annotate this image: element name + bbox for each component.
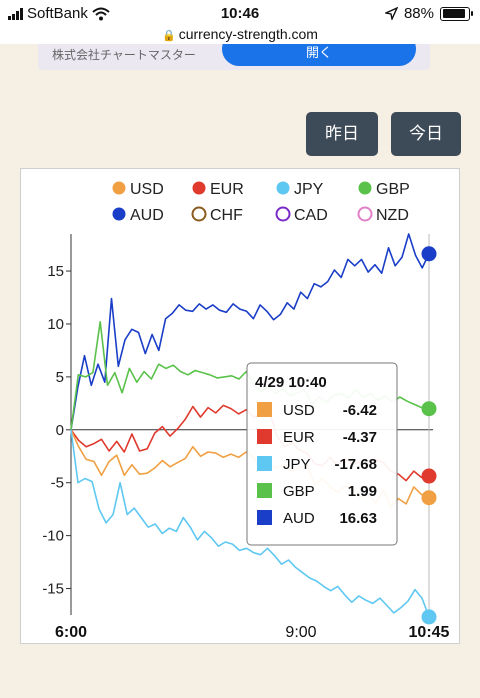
status-bar: SoftBank 10:46 88%: [0, 0, 480, 28]
tooltip-label-jpy: JPY: [283, 456, 311, 473]
legend-marker-aud: [112, 207, 126, 221]
tooltip-value-aud: 16.63: [339, 510, 377, 527]
tooltip-title: 4/29 10:40: [255, 374, 327, 391]
tooltip-label-aud: AUD: [283, 510, 315, 527]
y-tick-label: 5: [56, 369, 64, 386]
legend-label-cad: CAD: [294, 207, 328, 224]
series-line-jpy: [70, 429, 430, 618]
x-tick-label: 6:00: [55, 624, 87, 641]
tooltip-label-usd: USD: [283, 402, 315, 419]
legend-label-nzd: NZD: [376, 207, 409, 224]
location-arrow-icon: [384, 7, 398, 20]
legend-label-jpy: JPY: [294, 181, 324, 198]
legend-label-aud: AUD: [130, 207, 164, 224]
tooltip-value-gbp: 1.99: [348, 483, 377, 500]
legend-marker-jpy: [276, 181, 290, 195]
lock-icon: 🔒: [162, 30, 176, 42]
y-tick-label: 0: [56, 422, 64, 439]
legend-label-chf: CHF: [210, 207, 243, 224]
x-tick-label: 9:00: [285, 624, 316, 641]
legend-marker-chf: [191, 206, 207, 222]
series-endpoint-gbp: [421, 401, 437, 417]
tooltip-value-usd: -6.42: [343, 402, 377, 419]
ad-open-button[interactable]: 開く: [222, 44, 416, 66]
yesterday-button[interactable]: 昨日: [306, 112, 378, 156]
x-tick-label: 10:45: [409, 624, 450, 641]
carrier-group: SoftBank: [8, 5, 110, 22]
tooltip-swatch-aud: [257, 510, 272, 525]
tooltip-value-eur: -4.37: [343, 429, 377, 446]
ad-text: 株式会社チャートマスター: [52, 48, 196, 62]
tooltip-swatch-jpy: [257, 456, 272, 471]
wifi-icon: [92, 7, 110, 20]
battery-icon: [440, 6, 473, 21]
legend-marker-nzd: [357, 206, 373, 222]
legend-label-usd: USD: [130, 181, 164, 198]
legend-label-eur: EUR: [210, 181, 244, 198]
ad-banner[interactable]: 株式会社チャートマスター 開く: [38, 44, 430, 70]
battery-percent: 88%: [403, 5, 434, 22]
currency-strength-chart: USD EUR JPY GBP AUD CHF CAD NZD 15 10 5 0 -5 -10 -15 6:…: [20, 168, 460, 644]
signal-icon: [8, 7, 23, 20]
tooltip-box: [246, 362, 398, 546]
status-right: 88%: [384, 5, 473, 22]
legend-marker-cad: [275, 206, 291, 222]
y-tick-label: -10: [42, 528, 64, 545]
legend-marker-eur: [192, 181, 206, 195]
today-button[interactable]: 今日: [391, 112, 461, 156]
carrier-name: SoftBank: [27, 5, 88, 22]
legend-marker-gbp: [358, 181, 372, 195]
clock: 10:46: [220, 5, 260, 22]
series-endpoint-usd: [421, 490, 437, 506]
series-endpoint-eur: [421, 468, 437, 484]
tooltip-label-eur: EUR: [283, 429, 315, 446]
tooltip-swatch-usd: [257, 402, 272, 417]
series-endpoint-jpy: [421, 609, 437, 625]
y-tick-label: -5: [51, 475, 64, 492]
tooltip-swatch-eur: [257, 429, 272, 444]
url-text: currency-strength.com: [178, 26, 318, 42]
tooltip-swatch-gbp: [257, 483, 272, 498]
address-bar[interactable]: 🔒 currency-strength.com: [0, 26, 480, 44]
legend-marker-usd: [112, 181, 126, 195]
tooltip-label-gbp: GBP: [283, 483, 315, 500]
chart-canvas: USD EUR JPY GBP AUD CHF CAD NZD 15 10 5 0 -5 -10 -15 6:…: [42, 181, 450, 641]
y-tick-label: -15: [42, 581, 64, 598]
tooltip-value-jpy: -17.68: [334, 456, 377, 473]
series-line-aud: [70, 233, 430, 430]
legend-label-gbp: GBP: [376, 181, 410, 198]
y-tick-label: 15: [47, 263, 64, 280]
y-tick-label: 10: [47, 316, 64, 333]
series-endpoint-aud: [421, 246, 437, 262]
